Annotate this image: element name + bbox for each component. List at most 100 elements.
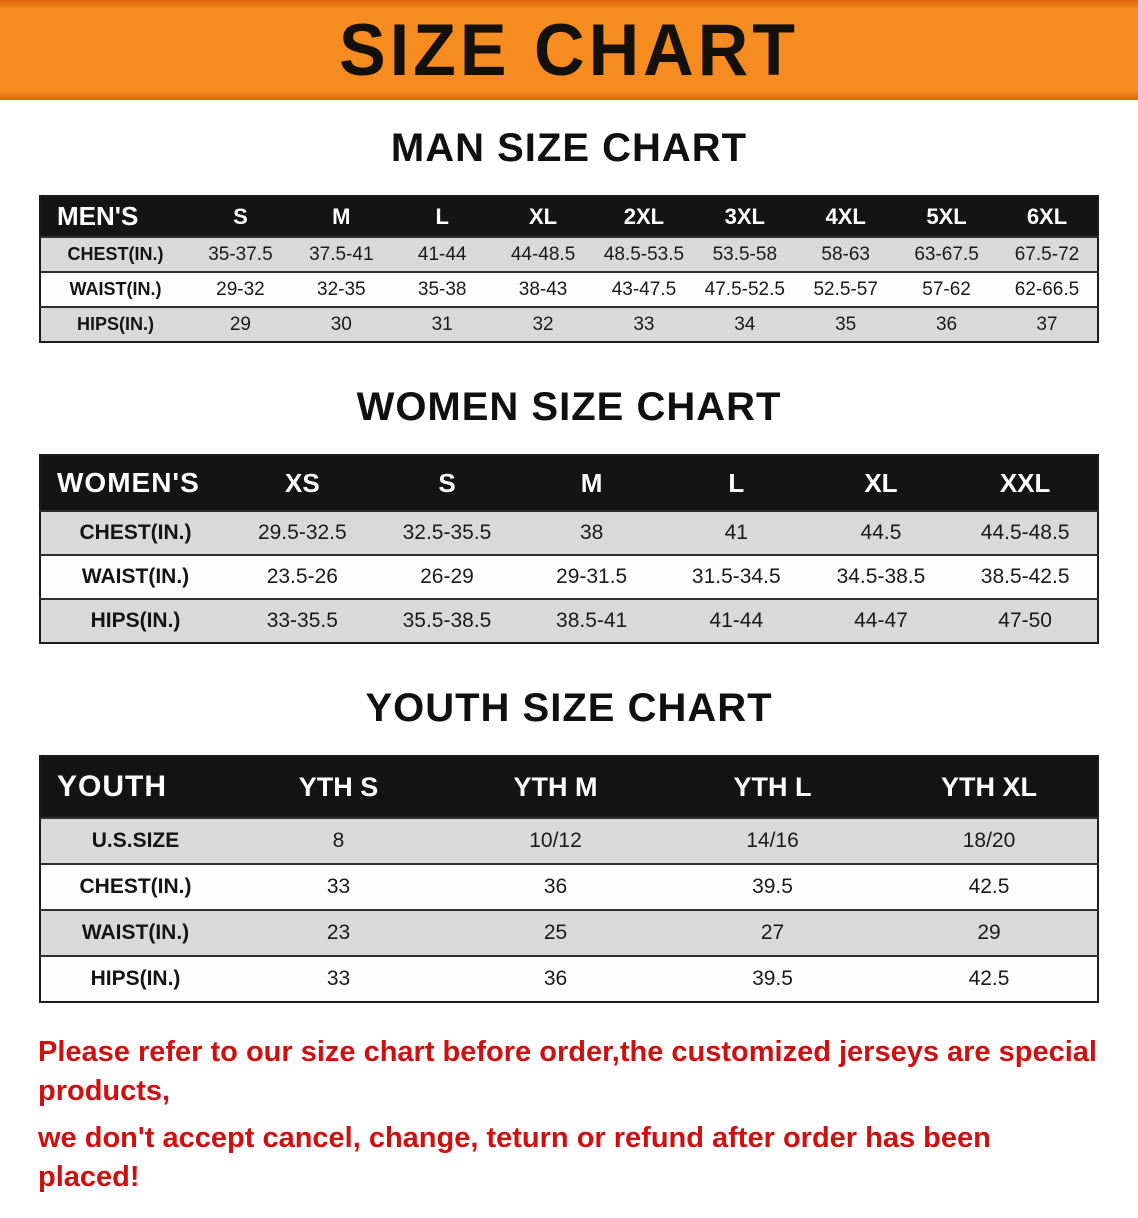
size-value-cell: 53.5-58 bbox=[712, 243, 778, 265]
row-label: HIPS(IN.) bbox=[90, 967, 181, 990]
men-size-table: MEN'S S M L XL 2XL 3XL 4XL 5XL 6XL CHEST(IN.) 35-37… bbox=[39, 195, 1099, 343]
men-header-row: MEN'S S M L XL 2XL 3XL 4XL 5XL 6XL bbox=[40, 196, 1098, 237]
size-value-cell: 29 bbox=[229, 313, 251, 335]
size-column-header: YTH L bbox=[664, 756, 881, 818]
measurement-row: WAIST(IN.) 23.5-26 26-29 29-31.5 31.5-34.5 34… bbox=[40, 555, 1098, 599]
size-value-cell: 33 bbox=[633, 313, 655, 335]
size-value-cell: 44.5 bbox=[860, 521, 902, 544]
size-value-cell: 18/20 bbox=[962, 829, 1016, 852]
size-value-cell: 33 bbox=[326, 967, 351, 990]
size-value-cell: 39.5 bbox=[752, 967, 793, 990]
size-value-cell: 34.5-38.5 bbox=[836, 565, 926, 588]
size-column-header: 5XL bbox=[896, 196, 997, 237]
youth-size-section: YOUTH SIZE CHART YOUTH YTH S YTH M YTH L YTH… bbox=[0, 686, 1138, 1003]
women-size-table: WOMEN'S XS S M L XL XXL CHEST(IN.) 29.5-32.5 32.5… bbox=[39, 454, 1099, 644]
size-value-cell: 35-37.5 bbox=[208, 243, 273, 265]
size-value-cell: 32-35 bbox=[317, 278, 366, 300]
measurement-row: U.S.SIZE 8 10/12 14/16 18/20 bbox=[40, 818, 1098, 864]
size-value-cell: 38 bbox=[579, 521, 604, 544]
disclaimer-line-2: we don't accept cancel, change, teturn o… bbox=[38, 1122, 991, 1194]
size-value-cell: 35-38 bbox=[417, 278, 467, 300]
women-corner-label: WOMEN'S bbox=[40, 455, 230, 511]
size-value-cell: 52.5-57 bbox=[813, 278, 878, 300]
size-value-cell: 58-63 bbox=[821, 243, 870, 265]
banner-title: SIZE CHART bbox=[339, 9, 799, 91]
size-chart-banner: SIZE CHART bbox=[0, 0, 1138, 100]
size-value-cell: 42.5 bbox=[968, 875, 1010, 898]
size-value-cell: 31 bbox=[431, 313, 453, 335]
size-value-cell: 26-29 bbox=[420, 565, 474, 588]
measurement-row: CHEST(IN.) 35-37.5 37.5-41 41-44 44-48.5 48.5… bbox=[40, 237, 1098, 272]
size-column-header: YTH S bbox=[230, 756, 447, 818]
size-value-cell: 25 bbox=[543, 921, 568, 944]
size-value-cell: 38-43 bbox=[518, 278, 568, 300]
size-value-cell: 36 bbox=[543, 967, 568, 990]
size-column-header: XS bbox=[230, 455, 375, 511]
size-value-cell: 29-31.5 bbox=[556, 565, 628, 588]
size-value-cell: 30 bbox=[330, 313, 352, 335]
size-column-header: XL bbox=[492, 196, 594, 237]
size-value-cell: 36 bbox=[935, 313, 958, 335]
women-section-heading: WOMEN SIZE CHART bbox=[356, 385, 782, 429]
size-value-cell: 33-35.5 bbox=[266, 609, 338, 632]
measurement-row: CHEST(IN.) 29.5-32.5 32.5-35.5 38 41 44.5 44.5… bbox=[40, 511, 1098, 555]
size-column-header: XXL bbox=[953, 455, 1098, 511]
size-value-cell: 36 bbox=[543, 875, 568, 898]
women-header-row: WOMEN'S XS S M L XL XXL bbox=[40, 455, 1098, 511]
size-value-cell: 44-47 bbox=[854, 609, 908, 632]
measurement-row: HIPS(IN.) 33-35.5 35.5-38.5 38.5-41 41-44 44-… bbox=[40, 599, 1098, 643]
youth-corner-label: YOUTH bbox=[40, 756, 230, 818]
row-label: WAIST(IN.) bbox=[69, 279, 162, 299]
size-column-header: YTH M bbox=[447, 756, 664, 818]
size-value-cell: 42.5 bbox=[968, 967, 1010, 990]
size-column-header: L bbox=[391, 196, 493, 237]
size-column-header: 2XL bbox=[593, 196, 695, 237]
size-value-cell: 29 bbox=[977, 921, 1001, 944]
size-column-header: S bbox=[190, 196, 291, 237]
disclaimer: Please refer to our size chart before or… bbox=[38, 1033, 1100, 1198]
size-column-header: YTH XL bbox=[881, 756, 1098, 818]
size-column-header: XL bbox=[808, 455, 954, 511]
size-value-cell: 29.5-32.5 bbox=[257, 521, 347, 544]
size-value-cell: 23.5-26 bbox=[266, 565, 338, 588]
size-value-cell: 39.5 bbox=[752, 875, 793, 898]
size-value-cell: 23 bbox=[326, 921, 351, 944]
size-value-cell: 35 bbox=[835, 313, 857, 335]
size-column-header: S bbox=[374, 455, 520, 511]
row-label: U.S.SIZE bbox=[91, 829, 180, 852]
youth-size-table: YOUTH YTH S YTH M YTH L YTH XL U.S.SIZE 8 10/12… bbox=[39, 755, 1099, 1003]
size-value-cell: 10/12 bbox=[529, 829, 582, 852]
size-value-cell: 32.5-35.5 bbox=[402, 521, 492, 544]
men-corner-label: MEN'S bbox=[40, 196, 190, 237]
measurement-row: HIPS(IN.) 29 30 31 32 33 34 35 36 37 bbox=[40, 307, 1098, 342]
men-size-section: MAN SIZE CHART MEN'S S M L XL 2XL 3XL 4XL 5XL 6XL… bbox=[0, 126, 1138, 343]
size-value-cell: 34 bbox=[734, 313, 756, 335]
size-value-cell: 44.5-48.5 bbox=[980, 521, 1070, 544]
row-label: CHEST(IN.) bbox=[67, 244, 164, 264]
size-value-cell: 43-47.5 bbox=[611, 278, 677, 300]
row-label: HIPS(IN.) bbox=[76, 314, 154, 334]
disclaimer-line-1: Please refer to our size chart before or… bbox=[38, 1036, 1097, 1108]
size-column-header: M bbox=[290, 196, 392, 237]
size-value-cell: 41 bbox=[724, 521, 748, 544]
size-column-header: L bbox=[663, 455, 809, 511]
size-column-header: M bbox=[519, 455, 664, 511]
youth-header-row: YOUTH YTH S YTH M YTH L YTH XL bbox=[40, 756, 1098, 818]
size-column-header: 4XL bbox=[795, 196, 897, 237]
youth-section-heading: YOUTH SIZE CHART bbox=[365, 686, 773, 730]
size-value-cell: 38.5-41 bbox=[556, 609, 628, 632]
size-value-cell: 27 bbox=[760, 921, 785, 944]
size-value-cell: 37.5-41 bbox=[309, 243, 374, 265]
measurement-row: WAIST(IN.) 23 25 27 29 bbox=[40, 910, 1098, 956]
women-size-section: WOMEN SIZE CHART WOMEN'S XS S M L XL XXL CHEST(… bbox=[0, 385, 1138, 644]
size-value-cell: 41-44 bbox=[709, 609, 764, 632]
row-label: WAIST(IN.) bbox=[81, 565, 190, 588]
size-value-cell: 44-48.5 bbox=[510, 243, 576, 265]
size-column-header: 6XL bbox=[997, 196, 1098, 237]
row-label: WAIST(IN.) bbox=[81, 921, 190, 944]
size-value-cell: 29-32 bbox=[216, 278, 265, 300]
size-value-cell: 63-67.5 bbox=[914, 243, 979, 265]
row-label: CHEST(IN.) bbox=[79, 521, 192, 544]
measurement-row: CHEST(IN.) 33 36 39.5 42.5 bbox=[40, 864, 1098, 910]
